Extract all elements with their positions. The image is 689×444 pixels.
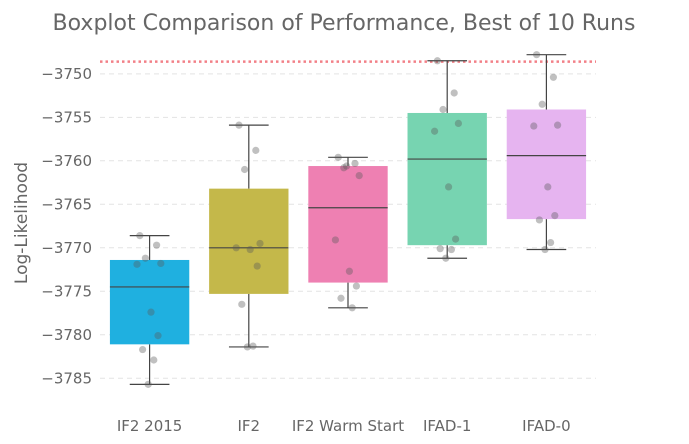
data-point <box>439 105 447 114</box>
data-point <box>141 254 149 262</box>
data-point <box>445 183 453 191</box>
data-point <box>232 244 240 252</box>
box-iqr <box>109 259 190 345</box>
data-point <box>154 332 162 340</box>
data-point <box>241 165 249 174</box>
data-point <box>150 356 158 364</box>
data-point <box>533 51 541 59</box>
data-point <box>450 89 458 97</box>
data-point <box>133 260 141 268</box>
data-point <box>139 345 147 354</box>
data-point <box>547 238 555 247</box>
y-tick-label: −3765 <box>41 195 92 213</box>
box-2 <box>209 124 289 348</box>
y-tick-layer: −3750 −3755 −3760 −3765 −3770 −3775 −3780 −3785 <box>41 65 92 387</box>
box-iqr <box>407 112 487 246</box>
data-point <box>433 57 441 65</box>
y-tick-label: −3770 <box>41 239 92 257</box>
data-point <box>452 235 460 243</box>
y-tick-label: −3785 <box>41 369 92 387</box>
x-tick-label: IFAD-1 <box>423 417 471 435</box>
data-point <box>431 127 439 135</box>
data-point <box>337 294 345 302</box>
data-point <box>535 216 544 224</box>
data-point <box>447 245 455 254</box>
box-4 <box>407 60 487 259</box>
data-point <box>454 119 462 128</box>
y-axis-label: Log-Likelihood <box>12 162 32 284</box>
data-point <box>238 300 246 308</box>
x-tick-label: IF2 Warm Start <box>292 417 404 435</box>
data-point <box>551 212 559 220</box>
data-point <box>530 122 538 130</box>
data-point <box>351 159 359 168</box>
data-point <box>243 343 251 351</box>
box-iqr <box>308 166 388 283</box>
data-point <box>355 171 363 180</box>
point-layer <box>133 51 562 388</box>
x-tick-label: IF2 2015 <box>117 417 183 435</box>
y-tick-label: −3775 <box>41 282 92 300</box>
x-tick-layer: IF2 2015 IF2 IF2 Warm Start IFAD-1 IFAD-0 <box>117 417 571 435</box>
data-point <box>544 183 552 191</box>
data-point <box>348 304 356 312</box>
data-point <box>538 100 546 108</box>
x-tick-label: IFAD-0 <box>522 417 570 435</box>
data-point <box>549 73 558 81</box>
chart-title: Boxplot Comparison of Performance, Best … <box>53 11 636 36</box>
data-point <box>249 342 257 350</box>
y-tick-label: −3780 <box>41 326 92 344</box>
data-point <box>136 232 144 240</box>
data-point <box>253 262 261 270</box>
box-5 <box>506 54 587 251</box>
data-point <box>256 239 264 248</box>
x-tick-label: IF2 <box>237 417 260 435</box>
data-point <box>147 308 155 316</box>
data-point <box>334 153 342 161</box>
box-iqr <box>209 188 289 294</box>
data-point <box>541 245 549 254</box>
data-point <box>235 121 243 129</box>
box-iqr <box>506 109 587 220</box>
data-point <box>144 380 152 388</box>
data-point <box>554 121 562 129</box>
box-1 <box>109 235 190 385</box>
box-layer <box>109 54 587 385</box>
data-point <box>442 254 450 262</box>
data-point <box>157 259 165 268</box>
box-3 <box>308 156 388 309</box>
data-point <box>252 146 260 154</box>
data-point <box>153 241 161 249</box>
data-point <box>331 236 339 244</box>
y-tick-label: −3755 <box>41 108 92 126</box>
data-point <box>345 267 353 275</box>
data-point <box>436 245 444 253</box>
data-point <box>246 245 254 254</box>
y-tick-label: −3760 <box>41 152 92 170</box>
data-point <box>343 162 351 170</box>
y-tick-label: −3750 <box>41 65 92 83</box>
data-point <box>340 164 348 172</box>
data-point <box>352 282 360 290</box>
